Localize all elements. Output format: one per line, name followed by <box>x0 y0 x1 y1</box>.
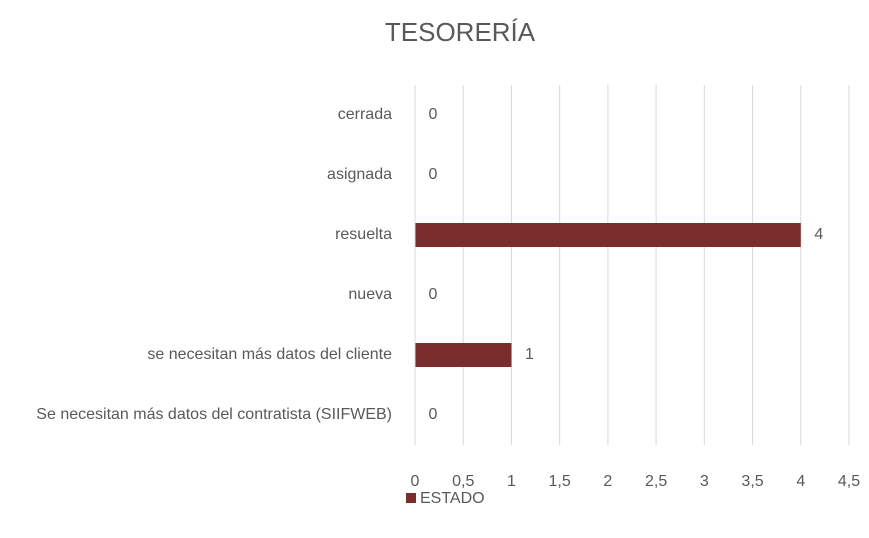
data-label: 0 <box>429 286 438 303</box>
x-tick-label: 1 <box>507 473 516 490</box>
bar <box>415 223 801 247</box>
legend-label: ESTADO <box>420 490 485 507</box>
data-label: 4 <box>814 226 823 243</box>
legend-swatch <box>406 493 416 503</box>
y-tick-label: resuelta <box>335 226 392 243</box>
x-tick-label: 2,5 <box>645 473 667 490</box>
y-tick-label: asignada <box>327 166 392 183</box>
data-label: 1 <box>525 346 534 363</box>
x-tick-label: 2 <box>603 473 612 490</box>
category-label-box: se necesitan más datos del cliente <box>2 325 392 385</box>
category-label-box: cerrada <box>2 85 392 145</box>
x-tick-label: 1,5 <box>549 473 571 490</box>
x-tick-label: 4 <box>796 473 805 490</box>
data-label: 0 <box>429 166 438 183</box>
y-tick-label: cerrada <box>337 106 392 123</box>
bar <box>415 343 512 367</box>
chart-title: TESORERÍA <box>385 17 536 47</box>
category-label-box: nueva <box>2 265 392 325</box>
data-label: 0 <box>429 106 438 123</box>
category-label-box: Se necesitan más datos del contratista (… <box>2 385 392 445</box>
data-label: 0 <box>429 406 438 423</box>
x-tick-label: 3 <box>700 473 709 490</box>
x-tick-label: 4,5 <box>838 473 860 490</box>
x-tick-label: 3,5 <box>741 473 763 490</box>
y-tick-label: se necesitan más datos del cliente <box>147 346 392 363</box>
category-label-box: resuelta <box>2 205 392 265</box>
category-label-box: asignada <box>2 145 392 205</box>
x-tick-label: 0 <box>411 473 420 490</box>
y-tick-label: nueva <box>348 286 392 303</box>
x-tick-label: 0,5 <box>452 473 474 490</box>
y-tick-label: Se necesitan más datos del contratista (… <box>36 406 392 423</box>
